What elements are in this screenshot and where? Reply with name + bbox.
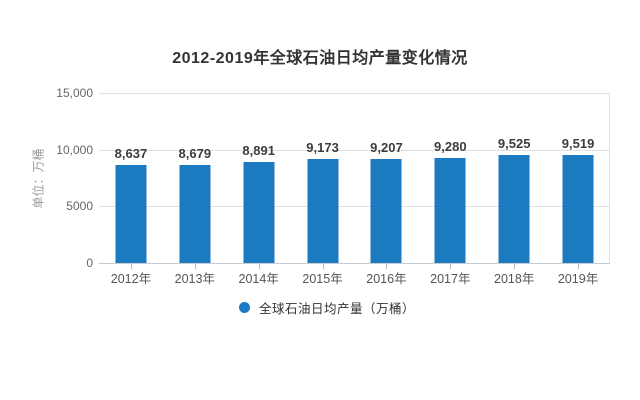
x-axis-label-2019年: 2019年 <box>557 272 599 286</box>
x-axis-label-2013年: 2013年 <box>174 272 215 286</box>
bar-2014年[interactable] <box>243 162 275 263</box>
category-band: 9,207 2016年 <box>355 93 419 286</box>
gridline-y-15000 <box>99 93 610 94</box>
x-axis-tick <box>578 264 580 269</box>
bar-value-label: 9,525 <box>497 136 531 152</box>
x-axis-tick <box>130 264 132 269</box>
x-axis-label-2018年: 2018年 <box>494 272 535 286</box>
x-axis-tick <box>514 264 516 269</box>
category-band: 9,525 2018年 <box>482 93 546 286</box>
bar-2019年[interactable] <box>562 155 594 263</box>
x-axis-tick <box>322 264 324 269</box>
x-axis-label-2017年: 2017年 <box>430 272 471 286</box>
bar-2013年[interactable] <box>179 164 211 263</box>
x-axis-tick <box>258 264 260 269</box>
right-boundary-line <box>609 93 610 263</box>
bar-value-label: 8,891 <box>242 143 275 159</box>
y-axis-unit-label: 单位：万桶 <box>31 148 46 209</box>
y-tick-label-10000: 10,000 <box>56 142 93 157</box>
category-band: 9,173 2015年 <box>291 93 355 286</box>
bar-2017年[interactable] <box>434 157 466 263</box>
category-band: 9,519 2019年 <box>546 93 610 286</box>
bar-2018年[interactable] <box>498 155 530 263</box>
x-axis-tick <box>450 264 452 269</box>
x-axis-tick <box>194 264 196 269</box>
x-axis-label-2012年: 2012年 <box>110 272 152 286</box>
bar-value-label: 9,519 <box>561 136 595 152</box>
x-axis-label-2016年: 2016年 <box>366 272 407 286</box>
bar-value-label: 9,280 <box>434 138 467 154</box>
x-axis-line <box>99 263 610 264</box>
gridline-y-5000 <box>99 206 610 208</box>
legend-item-series[interactable]: 全球石油日均产量（万桶） <box>0 298 640 317</box>
category-band: 8,891 2014年 <box>227 93 291 286</box>
bar-2012年[interactable] <box>115 165 147 263</box>
gridline-y-10000 <box>99 149 610 151</box>
x-axis-tick <box>386 264 388 269</box>
bar-value-label: 9,173 <box>306 140 339 156</box>
legend-circle-icon <box>238 302 250 313</box>
bar-value-label: 8,637 <box>114 146 148 162</box>
plot-area: 15,000 10,000 5000 0 8,637 2012年 8,679 2013年 8,8… <box>56 86 610 286</box>
bar-value-label: 8,679 <box>178 145 212 161</box>
chart-title: 2012-2019年全球石油日均产量变化情况 <box>172 50 468 67</box>
x-axis-label-2015年: 2015年 <box>302 272 343 286</box>
category-band: 8,637 2012年 <box>99 93 163 286</box>
legend-label: 全球石油日均产量（万桶） <box>258 302 415 316</box>
y-tick-label-5000: 5000 <box>66 199 93 214</box>
bar-value-label: 9,207 <box>370 139 403 155</box>
bar-2016年[interactable] <box>370 158 402 263</box>
y-tick-label-15000: 15,000 <box>56 86 93 100</box>
category-band: 9,280 2017年 <box>418 93 482 286</box>
x-axis-label-2014年: 2014年 <box>238 272 279 286</box>
bar-2015年[interactable] <box>307 159 339 263</box>
category-band: 8,679 2013年 <box>163 93 227 286</box>
y-tick-label-0: 0 <box>86 256 93 270</box>
